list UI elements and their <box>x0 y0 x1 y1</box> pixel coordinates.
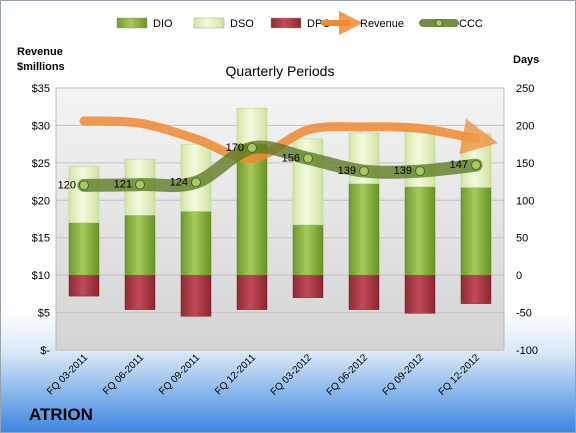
ccc-data-label: 124 <box>170 176 188 188</box>
left-tick-label: $15 <box>32 233 50 245</box>
right-tick-label: 250 <box>516 83 534 95</box>
bar-dpo <box>292 274 324 298</box>
ccc-series-line <box>77 140 483 193</box>
bar-dpo <box>124 274 156 310</box>
x-axis-ticks: FQ 03-2011 FQ 06-2011 FQ 09-2011 FQ 12-2011… <box>45 352 482 398</box>
left-tick-label: $35 <box>32 83 50 95</box>
ccc-data-label: 147 <box>450 159 468 171</box>
left-tick-label: $- <box>40 345 50 357</box>
legend-swatch <box>270 17 302 29</box>
ccc-data-label: 120 <box>58 179 76 191</box>
company-name: ATRION <box>29 405 93 424</box>
ccc-point <box>303 153 313 164</box>
right-tick-label: 150 <box>516 158 534 170</box>
left-axis-label-line2: $millions <box>17 61 65 73</box>
bar-dio <box>348 183 380 276</box>
legend-swatch-point <box>435 19 443 27</box>
bar-dso <box>236 107 268 145</box>
ccc-point <box>247 142 257 153</box>
x-tick-label: FQ 09-2012 <box>381 352 427 398</box>
bar-dio <box>460 187 492 276</box>
x-tick-label: FQ 12-2011 <box>213 352 258 397</box>
left-axis-ticks: $35 $30 $25 $20 $15 $10 $5 $- <box>32 83 51 357</box>
bars <box>68 107 492 317</box>
legend-swatch <box>193 17 225 29</box>
bar-dio <box>292 224 324 276</box>
right-tick-label: 50 <box>516 233 528 245</box>
ccc-data-label: 139 <box>338 165 356 177</box>
x-tick-label: FQ 03-2011 <box>45 352 90 397</box>
right-axis-label: Days <box>513 54 539 66</box>
bar-dpo <box>68 274 100 297</box>
legend-swatch <box>116 17 148 29</box>
left-tick-label: $10 <box>32 270 50 282</box>
bar-dpo <box>460 274 492 304</box>
ccc-point <box>415 166 425 177</box>
ccc-point <box>359 166 369 177</box>
ccc-point <box>471 160 481 171</box>
x-tick-label: FQ 03-2012 <box>269 352 315 398</box>
ccc-data-label: 139 <box>394 165 412 177</box>
right-tick-label: 0 <box>516 270 522 282</box>
left-tick-label: $20 <box>32 195 50 207</box>
legend: DIO DSO DPO Revenue CCC <box>116 11 483 35</box>
x-tick-label: FQ 09-2011 <box>157 352 202 397</box>
bar-dpo <box>404 274 436 314</box>
x-tick-label: FQ 12-2012 <box>437 352 483 398</box>
left-tick-label: $5 <box>38 308 50 320</box>
legend-label: Revenue <box>360 18 404 30</box>
ccc-data-label: 170 <box>226 142 244 154</box>
bar-dso <box>68 166 100 223</box>
ccc-point <box>191 177 201 188</box>
left-axis-label-line1: Revenue <box>17 46 63 58</box>
bar-dio <box>404 186 436 276</box>
ccc-line: 120 121 124 170 156 139 139 147 <box>58 140 483 193</box>
bar-dio <box>180 211 212 276</box>
bar-dio <box>236 143 268 276</box>
bar-dpo <box>236 274 268 310</box>
bar-dio <box>68 222 100 276</box>
right-tick-label: 100 <box>516 195 534 207</box>
chart-title: Quarterly Periods <box>226 63 335 79</box>
right-axis-ticks: 250 200 150 100 50 0 -50 -100 <box>516 83 538 357</box>
right-tick-label: -50 <box>516 308 532 320</box>
legend-label: DSO <box>230 18 254 30</box>
legend-label: CCC <box>459 18 483 30</box>
x-tick-label: FQ 06-2012 <box>325 352 371 398</box>
right-tick-label: 200 <box>516 120 534 132</box>
right-tick-label: -100 <box>516 345 538 357</box>
ccc-point <box>79 180 89 191</box>
left-tick-label: $25 <box>32 158 50 170</box>
ccc-data-label: 121 <box>114 179 132 191</box>
left-tick-label: $30 <box>32 120 50 132</box>
bar-dpo <box>180 274 212 317</box>
ccc-data-label: 156 <box>282 152 300 164</box>
bar-dso <box>404 130 436 188</box>
ccc-point <box>135 179 145 190</box>
bar-dpo <box>348 274 380 310</box>
legend-label: DIO <box>153 18 173 30</box>
x-tick-label: FQ 06-2011 <box>101 352 146 397</box>
bar-dio <box>124 215 156 276</box>
